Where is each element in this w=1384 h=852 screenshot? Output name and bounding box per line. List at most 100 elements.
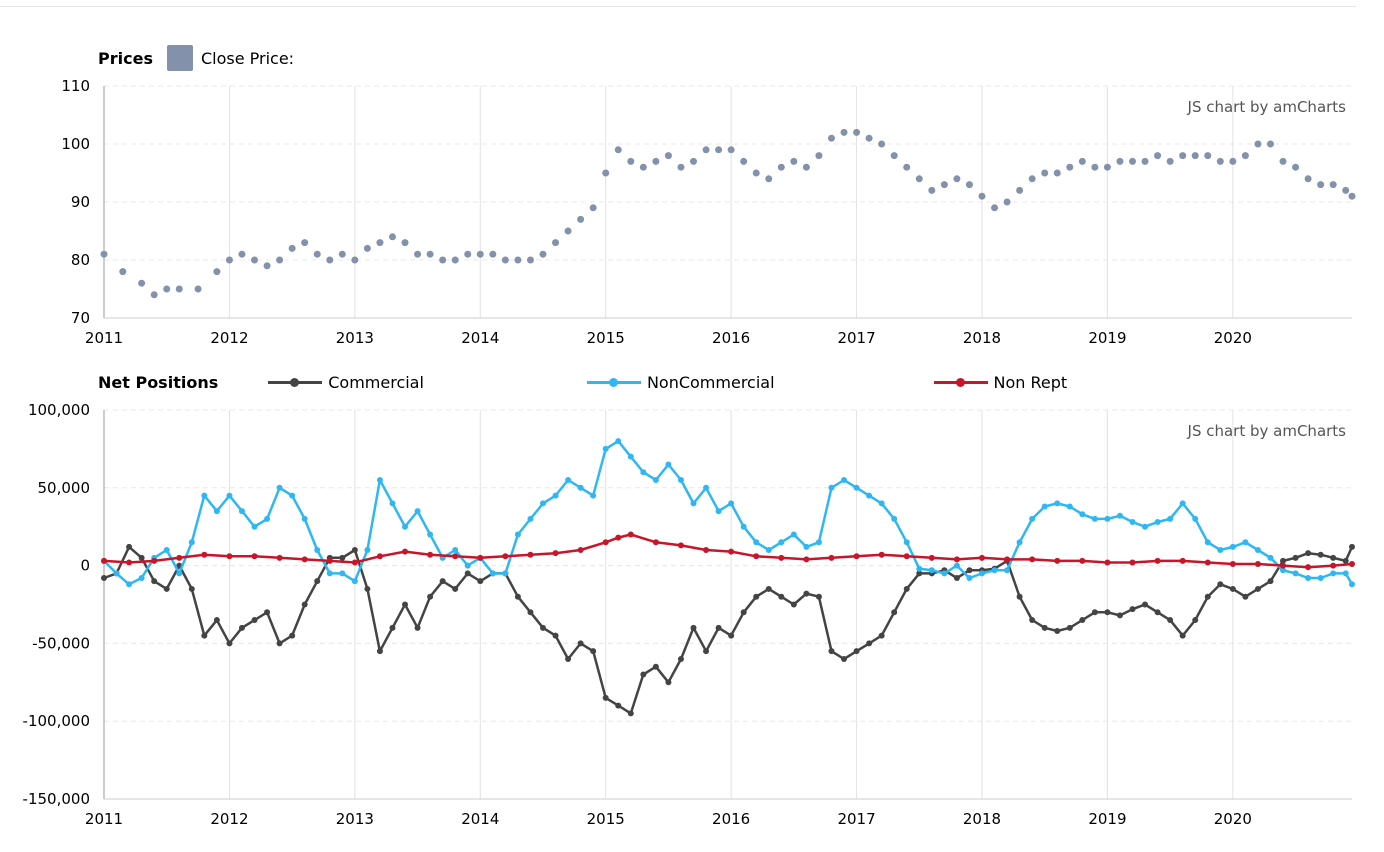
close-price-point	[639, 163, 647, 171]
close-price-point	[752, 169, 760, 177]
close-price-point	[1028, 175, 1036, 183]
noncommercial-point	[452, 547, 459, 554]
close-price-point	[727, 146, 735, 154]
non-rept-point	[101, 557, 107, 564]
close-price-point	[627, 157, 635, 165]
close-price-point	[414, 250, 422, 258]
commercial-point	[828, 648, 835, 655]
non-rept-point	[878, 551, 885, 558]
non-rept-point	[803, 556, 810, 563]
commercial-point	[163, 585, 170, 592]
non-rept-point	[853, 553, 860, 560]
y-tick-label: -100,000	[23, 712, 90, 730]
close-price-point	[1329, 181, 1337, 189]
commercial-point	[439, 578, 446, 585]
legend-item-commercial[interactable]: Commercial	[268, 372, 424, 392]
legend-item-non-rept[interactable]: Non Rept	[933, 372, 1067, 392]
non-rept-point	[1079, 557, 1086, 564]
noncommercial-point	[803, 543, 810, 550]
close-price-point	[1279, 157, 1287, 165]
commercial-point	[1116, 612, 1123, 619]
legend-item-noncommercial[interactable]: NonCommercial	[586, 372, 775, 392]
non-rept-point	[1204, 559, 1211, 566]
noncommercial-point	[1029, 515, 1036, 522]
commercial-point	[1016, 593, 1023, 600]
commercial-point	[1079, 617, 1086, 624]
close-price-point	[1003, 198, 1011, 206]
legend-item-close-price[interactable]: Close Price:	[166, 45, 294, 71]
noncommercial-point	[326, 570, 333, 577]
noncommercial-point	[1242, 539, 1249, 546]
noncommercial-point	[289, 492, 296, 499]
commercial-point	[188, 585, 195, 592]
commercial-point	[1280, 557, 1287, 564]
commercial-point	[640, 671, 647, 678]
x-tick-label: 2019	[1088, 329, 1126, 347]
commercial-point	[615, 702, 622, 709]
commercial-point	[1167, 617, 1174, 624]
commercial-point	[1142, 601, 1149, 608]
commercial-point	[1242, 593, 1249, 600]
noncommercial-point	[1041, 503, 1048, 510]
non-rept-point	[1029, 556, 1036, 563]
close-price-point	[1342, 186, 1350, 194]
commercial-point	[351, 547, 358, 554]
noncommercial-point	[677, 477, 684, 484]
non-rept-point	[677, 542, 684, 549]
non-rept-point	[953, 556, 960, 563]
close-price-point	[119, 268, 127, 276]
commercial-point	[765, 585, 772, 592]
close-price-point	[1179, 152, 1187, 160]
noncommercial-point	[853, 484, 860, 491]
commercial-point	[565, 655, 572, 662]
commercial-point	[238, 624, 245, 631]
commercial-point	[602, 694, 609, 701]
commercial-point	[452, 585, 459, 592]
close-price-point	[589, 204, 597, 212]
commercial-point	[151, 578, 158, 585]
noncommercial-point	[1079, 511, 1086, 518]
net-positions-legend: Net Positions Commercial NonCommercial N…	[98, 372, 1298, 392]
non-rept-point	[1305, 564, 1312, 571]
commercial-point	[1054, 627, 1061, 634]
commercial-point	[1267, 578, 1274, 585]
noncommercial-point	[1217, 547, 1224, 554]
close-price-swatch	[166, 45, 193, 71]
noncommercial-point	[489, 570, 496, 577]
noncommercial-point	[590, 492, 597, 499]
x-tick-label: 2017	[837, 329, 875, 347]
non-rept-point	[778, 554, 785, 561]
non-rept-point	[703, 547, 710, 554]
close-price-point	[702, 146, 710, 154]
x-tick-label: 2020	[1214, 810, 1252, 828]
close-price-point	[765, 175, 773, 183]
noncommercial-point	[1192, 515, 1199, 522]
close-price-point	[288, 244, 296, 252]
close-price-point	[802, 163, 810, 171]
close-price-point	[1166, 157, 1174, 165]
prices-chart: 70 80 90 100 110 2011 2012 2013 2014 2015 2016 2017…	[61, 77, 1356, 347]
noncommercial-point	[790, 531, 797, 538]
close-price-point	[439, 256, 447, 264]
noncommercial-point	[615, 438, 622, 445]
commercial-point	[753, 593, 760, 600]
non-rept-point	[527, 551, 534, 558]
noncommercial-point	[1254, 547, 1261, 554]
non-rept-point	[1179, 557, 1186, 564]
noncommercial-point	[928, 567, 935, 574]
noncommercial-point	[301, 515, 308, 522]
noncommercial-point	[565, 477, 572, 484]
close-price-point	[1254, 140, 1262, 148]
close-price-point	[376, 239, 384, 247]
commercial-point	[1342, 557, 1349, 564]
close-price-point	[978, 192, 986, 200]
noncommercial-point	[1054, 500, 1061, 507]
non-rept-point	[978, 554, 985, 561]
commercial-point	[778, 593, 785, 600]
non-rept-point	[1004, 556, 1011, 563]
legend-label-commercial: Commercial	[328, 372, 424, 392]
y-tick-label: 50,000	[38, 479, 91, 497]
commercial-point	[464, 570, 471, 577]
close-price-point	[614, 146, 622, 154]
